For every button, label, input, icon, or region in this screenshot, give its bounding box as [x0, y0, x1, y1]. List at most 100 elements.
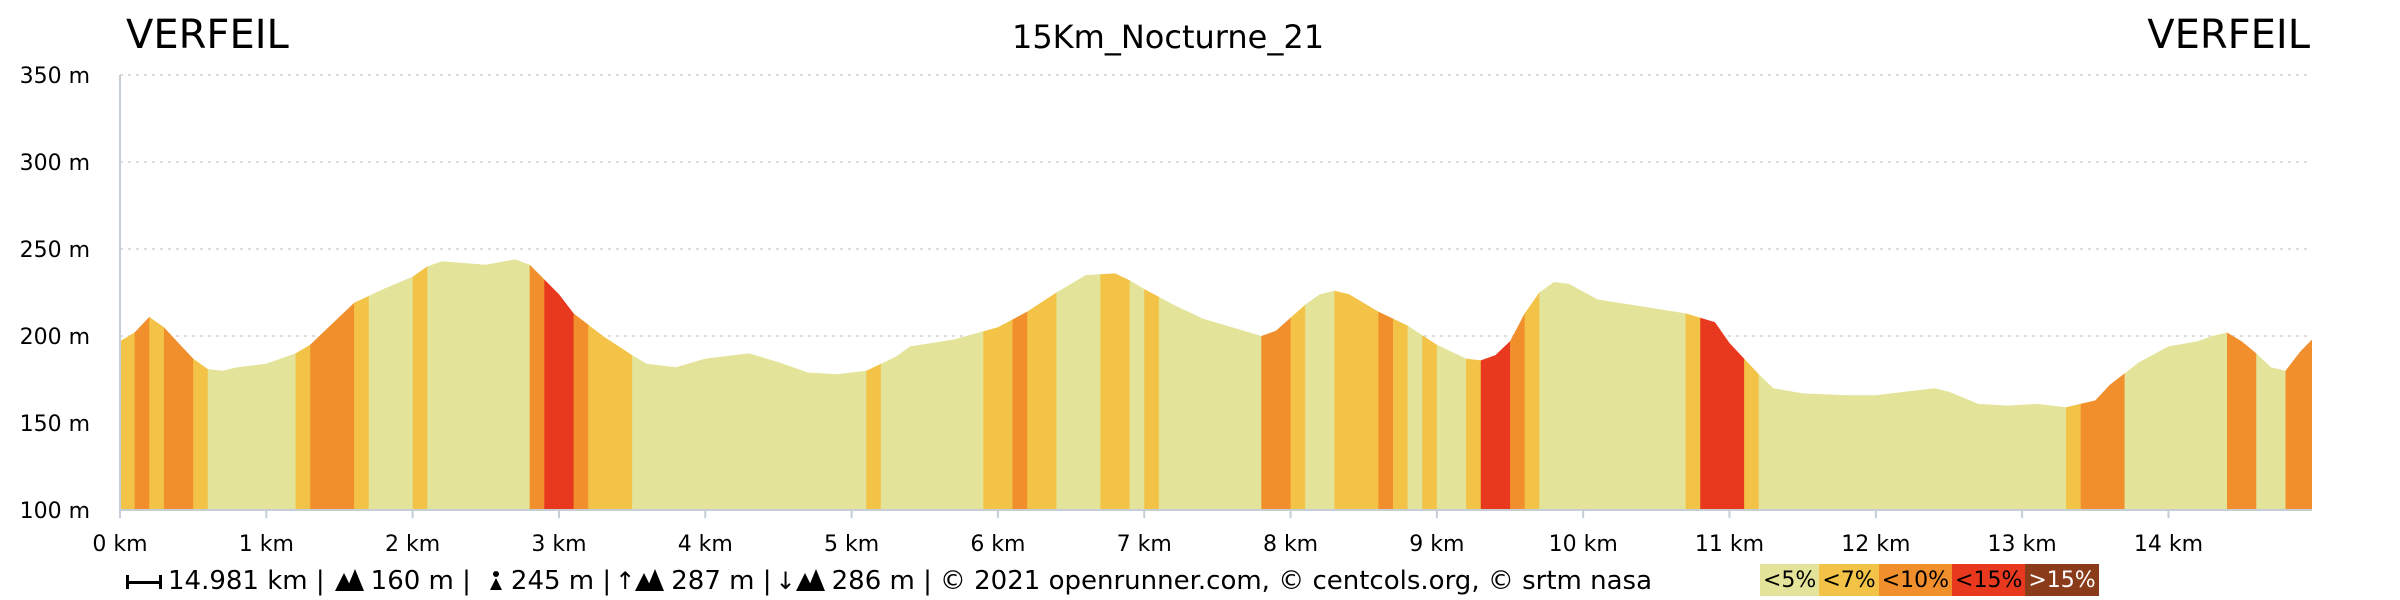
gradient-segment [120, 259, 136, 510]
gradient-segment [1480, 259, 1511, 510]
gradient-segment [1758, 259, 2067, 510]
x-tick-label: 13 km [1988, 532, 2057, 557]
gradient-segment [1158, 259, 1262, 510]
gradient-segment [2256, 259, 2287, 510]
gradient-segment [1012, 259, 1028, 510]
elevation-profile-chart: 100 m 150 m 200 m 250 m 300 m 350 m 0 km 1 km 2… [20, 64, 2312, 557]
gradient-segment [544, 259, 575, 510]
gradient-segment [2124, 259, 2228, 510]
gradient-segment [1744, 259, 1760, 510]
x-tick-label: 9 km [1409, 532, 1464, 557]
gradient-segment [134, 259, 150, 510]
x-tick-label: 7 km [1117, 532, 1172, 557]
route-stats-footer: 14.981 km | 160 m | 245 m | ↑ 287 m | ↓ … [126, 566, 1652, 596]
gradient-segment [1261, 259, 1292, 510]
min-elevation-value: 160 m | [370, 566, 471, 596]
gradient-segment [427, 259, 531, 510]
y-tick-label: 300 m [20, 151, 90, 176]
gradient-segment [632, 259, 867, 510]
gradient-segment [1305, 259, 1336, 510]
gradient-segment [163, 259, 194, 510]
gradient-segment [1290, 259, 1306, 510]
gradient-segment [2080, 259, 2126, 510]
gradient-segment [2285, 259, 2312, 510]
y-tick-label: 250 m [20, 238, 90, 263]
ascent-icon: ↑ [615, 567, 636, 595]
gradient-segment [1466, 259, 1482, 510]
gradient-segment [866, 259, 882, 510]
legend-item-lt10: <10% [1878, 564, 1953, 596]
legend-item-gt15: >15% [2025, 564, 2099, 596]
gradient-segment [1378, 259, 1394, 510]
y-tick-label: 150 m [20, 412, 90, 437]
y-tick-label: 350 m [20, 64, 90, 89]
axes [119, 75, 2312, 511]
x-tick-label: 14 km [2134, 532, 2203, 557]
x-tick-label: 0 km [92, 532, 147, 557]
x-tick-label: 6 km [970, 532, 1025, 557]
legend-item-lt7: <7% [1819, 564, 1879, 596]
descent-mountain-icon [795, 569, 826, 591]
gradient-segment [1524, 259, 1540, 510]
x-tick-label: 11 km [1695, 532, 1764, 557]
descent-icon: ↓ [775, 567, 796, 595]
x-tick-label: 4 km [678, 532, 733, 557]
gradient-legend: <5% <7% <10% <15% >15% [1760, 564, 2099, 596]
descent-value: 286 m | [831, 566, 932, 596]
y-tick-label: 200 m [20, 325, 90, 350]
legend-item-lt5: <5% [1760, 564, 1820, 596]
gradient-segment [1685, 259, 1701, 510]
end-location-name: VERFEIL [2147, 12, 2310, 58]
gradient-segment [1100, 259, 1131, 510]
gradient-segment [207, 259, 297, 510]
gradient-segment [193, 259, 209, 510]
gradient-segment [1510, 259, 1526, 510]
gradient-segment [1436, 259, 1467, 510]
route-title: 15Km_Nocturne_21 [1011, 18, 1325, 56]
gradient-segment [368, 259, 414, 510]
gradient-segment [295, 259, 311, 510]
gradient-fill [120, 259, 2312, 510]
ascent-mountain-icon [635, 569, 665, 591]
gradient-segment [2066, 259, 2082, 510]
y-tick-label: 100 m [20, 499, 90, 524]
credits-text: © 2021 openrunner.com, © centcols.org, ©… [939, 566, 1653, 596]
gradient-segment [529, 259, 545, 510]
gradient-segment [412, 259, 428, 510]
gradient-segment [1334, 259, 1379, 510]
max-elevation-icon [489, 571, 503, 591]
x-tick-label: 2 km [385, 532, 440, 557]
gradient-segment [1144, 259, 1160, 510]
gradient-segment [573, 259, 589, 510]
x-tick-label: 1 km [239, 532, 294, 557]
legend-item-lt15: <15% [1952, 564, 2026, 596]
min-elevation-icon [334, 569, 365, 591]
gradient-segment [1422, 259, 1438, 510]
gradient-segment [1539, 259, 1687, 510]
gradient-segment [1700, 259, 1745, 510]
x-tick-label: 12 km [1841, 532, 1910, 557]
y-axis-ticks: 100 m 150 m 200 m 250 m 300 m 350 m [20, 64, 90, 524]
gradient-segment [983, 259, 1014, 510]
gradient-segment [149, 259, 165, 510]
x-tick-label: 10 km [1549, 532, 1618, 557]
ascent-value: 287 m | [671, 566, 772, 596]
gradient-segment [310, 259, 355, 510]
gradient-segment [1392, 259, 1409, 510]
gradient-segment [1129, 259, 1145, 510]
x-tick-label: 8 km [1263, 532, 1318, 557]
x-tick-label: 3 km [531, 532, 586, 557]
distance-value: 14.981 km | [168, 566, 325, 596]
start-location-name: VERFEIL [126, 12, 289, 58]
gradient-segment [1407, 259, 1423, 510]
distance-icon [126, 573, 162, 589]
gradient-segment [1027, 259, 1058, 510]
gradient-segment [588, 259, 633, 510]
x-axis-ticks: 0 km 1 km 2 km 3 km 4 km 5 km 6 km 7 km 8 km 9 km… [92, 510, 2203, 557]
gradient-segment [354, 259, 370, 510]
gradient-segment [1056, 259, 1101, 510]
x-tick-label: 5 km [824, 532, 879, 557]
max-elevation-value: 245 m | [510, 566, 612, 596]
gradient-segment [880, 259, 984, 510]
gradient-segment [2226, 259, 2257, 510]
